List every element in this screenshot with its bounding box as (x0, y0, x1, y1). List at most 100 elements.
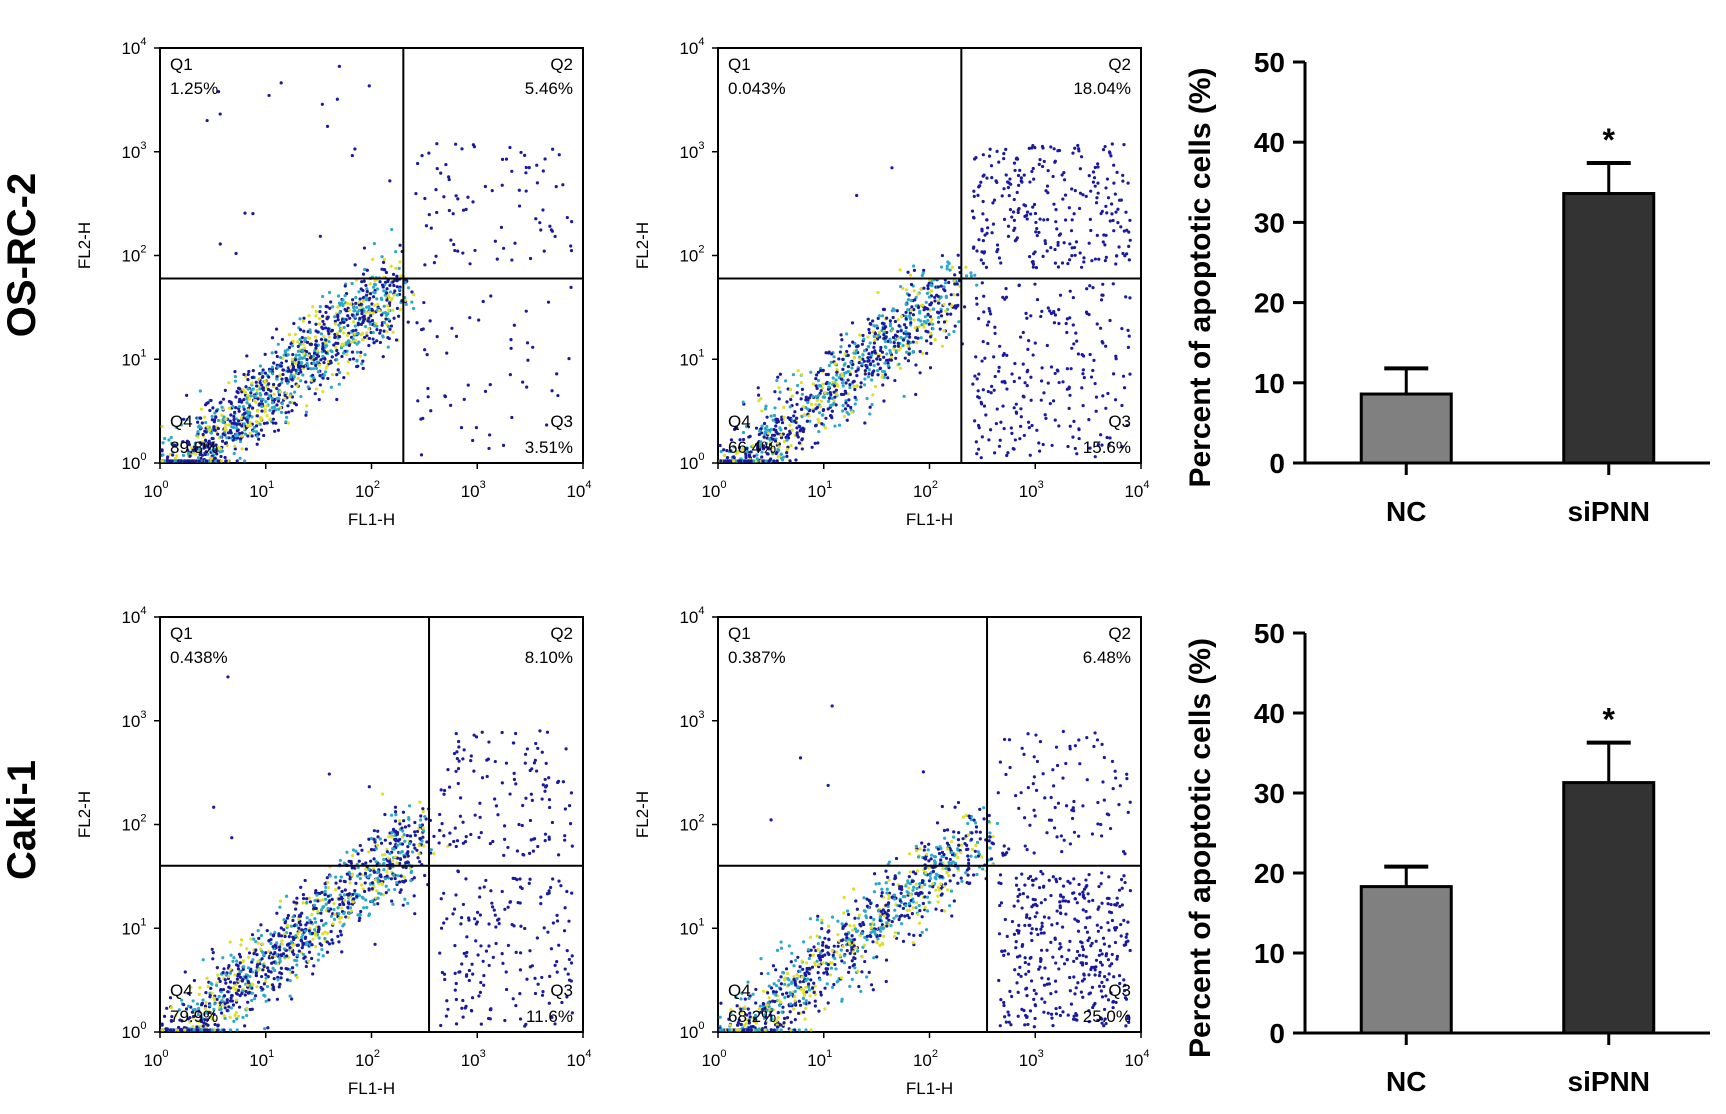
event-dot-964 (220, 459, 224, 463)
event-dot-40 (857, 984, 861, 989)
event-dot-702 (913, 298, 917, 302)
event-dot-534 (789, 444, 793, 448)
event-dot-830 (909, 321, 913, 325)
event-dot-1421 (1104, 406, 1108, 410)
event-dot-664 (868, 362, 873, 366)
event-dot-1362 (461, 251, 465, 255)
event-dot-665 (357, 859, 361, 863)
event-dot-651 (908, 273, 913, 277)
quadrant-name-q4: Q4 (170, 981, 193, 1000)
event-dot-1375 (979, 402, 984, 406)
event-dot-326 (752, 454, 756, 458)
event-dot-517 (161, 453, 165, 457)
event-dot-1183 (374, 847, 378, 851)
event-dot-317 (945, 828, 950, 832)
event-dot-1140 (193, 441, 197, 446)
event-dot-218 (949, 312, 953, 316)
event-dot-391 (395, 306, 399, 311)
event-dot-1067 (274, 327, 279, 331)
event-dot-121 (933, 299, 937, 303)
event-dot-87 (848, 965, 852, 970)
event-dot-151 (901, 906, 906, 910)
event-dot-351 (398, 243, 402, 247)
event-dot-436 (882, 333, 886, 337)
event-dot-1450 (1001, 404, 1005, 408)
event-dot-598 (920, 323, 924, 327)
event-dot-977 (417, 852, 421, 856)
event-dot-848 (777, 448, 781, 453)
event-dot-25 (953, 805, 957, 809)
event-dot-1278 (1121, 374, 1126, 378)
event-dot-137 (957, 279, 962, 283)
event-dot-1091 (1045, 184, 1050, 188)
event-dot-1221 (1076, 143, 1080, 148)
event-dot-763 (406, 286, 411, 290)
event-dot-1295 (474, 735, 479, 739)
event-dot-1169 (386, 325, 391, 329)
event-dot-1393 (557, 879, 561, 883)
event-dot-879 (210, 459, 215, 463)
event-dot-163 (418, 860, 422, 864)
event-dot-337 (280, 377, 284, 381)
event-dot-1102 (389, 264, 393, 268)
event-dot-1007 (252, 398, 257, 403)
event-dot-1465 (1019, 335, 1023, 339)
event-dot-929 (841, 357, 845, 361)
event-dot-369 (866, 375, 871, 379)
event-dot-1144 (1119, 198, 1123, 202)
event-dot-1063 (365, 287, 369, 291)
event-dot-985 (194, 452, 198, 456)
event-dot-1323 (245, 415, 249, 419)
event-dot-454 (341, 303, 345, 308)
event-dot-842 (869, 322, 873, 326)
event-dot-966 (799, 407, 804, 411)
event-dot-939 (328, 874, 332, 878)
event-dot-114 (266, 397, 270, 401)
y-tick-label: 103 (121, 140, 146, 162)
event-dot-740 (319, 898, 323, 903)
event-dot-1483 (216, 90, 221, 94)
event-dot-562 (355, 359, 359, 363)
event-dot-1057 (1077, 206, 1082, 211)
event-dot-1252 (318, 305, 322, 309)
event-dot-539 (838, 350, 843, 354)
x-tick-label: 103 (461, 479, 486, 501)
event-dot-281 (287, 935, 291, 939)
event-dot-265 (835, 368, 839, 372)
event-dot-1351 (492, 908, 496, 912)
event-dot-1247 (1087, 241, 1091, 245)
event-dot-708 (203, 429, 207, 433)
event-dot-533 (924, 300, 928, 304)
event-dot-1147 (1095, 196, 1099, 200)
event-dot-1433 (550, 389, 554, 393)
event-dot-1304 (446, 768, 450, 772)
event-dot-1193 (376, 835, 380, 839)
event-dot-485 (299, 364, 303, 368)
event-dot-750 (179, 423, 183, 427)
event-dot-1096 (304, 935, 308, 939)
event-dot-1381 (416, 161, 420, 166)
event-dot-157 (294, 353, 298, 357)
event-dot-1192 (1034, 220, 1038, 225)
event-dot-787 (846, 378, 850, 382)
event-dot-1278 (385, 287, 389, 291)
event-dot-998 (370, 309, 375, 313)
event-dot-377 (186, 448, 190, 452)
event-dot-1114 (989, 164, 994, 168)
event-dot-724 (237, 405, 241, 409)
event-dot-1025 (1103, 144, 1107, 149)
event-dot-1185 (1006, 185, 1011, 190)
event-dot-642 (295, 384, 299, 388)
event-dot-1080 (1100, 209, 1104, 213)
event-dot-565 (780, 417, 784, 422)
event-dot-799 (363, 353, 367, 357)
event-dot-1037 (1122, 143, 1126, 147)
event-dot-146 (871, 330, 875, 334)
event-dot-50 (891, 315, 895, 320)
event-dot-440 (211, 957, 215, 961)
event-dot-1412 (500, 157, 505, 161)
event-dot-1259 (1033, 146, 1037, 150)
event-dot-1316 (464, 835, 468, 839)
event-dot-1214 (1126, 181, 1130, 185)
event-dot-546 (259, 947, 263, 951)
